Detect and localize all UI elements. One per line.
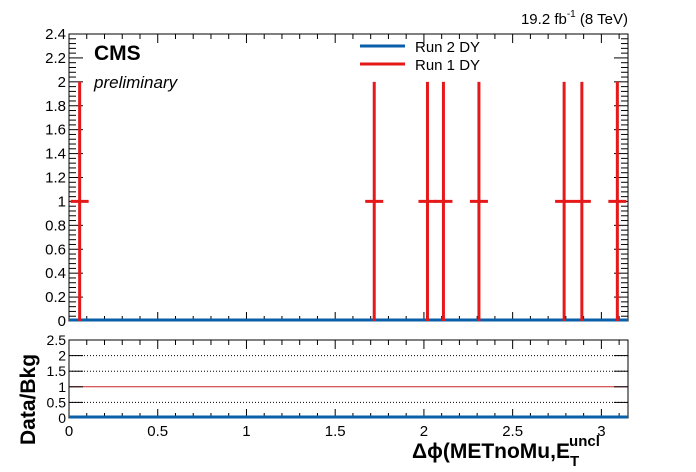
main-y-tick-label: 1.2 xyxy=(45,170,66,187)
ratio-y-tick-label: 2 xyxy=(58,348,66,364)
ratio-gridlines xyxy=(69,339,628,403)
cms-label: CMS xyxy=(94,42,141,65)
main-y-tick-label: 0 xyxy=(58,313,66,330)
main-y-tick-label: 1.4 xyxy=(45,146,66,163)
main-y-tick-label: 0.8 xyxy=(45,217,66,234)
x-tick-label: 0.5 xyxy=(147,423,168,440)
x-tick-label: 2 xyxy=(420,423,428,440)
main-y-tick-label: 0.4 xyxy=(45,265,66,282)
main-y-tick-label: 2 xyxy=(58,74,66,91)
x-tick-label: 3 xyxy=(597,423,605,440)
main-y-tick-label: 0.2 xyxy=(45,289,66,306)
ratio-y-tick-label: 2.5 xyxy=(47,332,67,348)
ratio-plot-frame xyxy=(68,339,629,419)
main-plot-data xyxy=(69,81,628,322)
x-tick-label: 2.5 xyxy=(502,423,523,440)
main-y-tick-label: 0.6 xyxy=(45,241,66,258)
x-tick-label: 1 xyxy=(242,423,250,440)
main-y-tick-label: 2.4 xyxy=(45,26,66,43)
luminosity-label: 19.2 fb-1 (8 TeV) xyxy=(521,9,628,28)
x-tick-label: 0 xyxy=(65,423,73,440)
ratio-y-axis-title: Data/Bkg xyxy=(17,354,40,445)
main-y-tick-label: 1.6 xyxy=(45,122,66,139)
x-axis-title: Δϕ(METnoMu,ETuncl xyxy=(412,433,600,470)
ratio-y-tick-label: 1.5 xyxy=(47,363,67,379)
main-y-tick-label: 1 xyxy=(58,193,66,210)
main-y-tick-label: 1.8 xyxy=(45,98,66,115)
legend-run2-label: Run 2 DY xyxy=(415,39,480,56)
legend-run1-label: Run 1 DY xyxy=(415,57,480,74)
ratio-axis-ticks: 00.511.522.50 0.5 1 1.5 2 2.5 3 xyxy=(47,332,628,440)
ratio-y-tick-label: 1 xyxy=(58,379,66,395)
preliminary-label: preliminary xyxy=(93,73,179,92)
x-tick-label: 1.5 xyxy=(325,423,346,440)
legend: Run 2 DY Run 1 DY xyxy=(360,39,480,74)
main-y-tick-label: 2.2 xyxy=(45,50,66,67)
ratio-y-tick-label: 0 xyxy=(58,410,66,426)
ratio-y-tick-label: 0.5 xyxy=(47,394,67,410)
main-axis-ticks: 0 0.2 0.4 0.6 0.8 1 1.2 1.4 1.6 1.8 2 2.2 2.4 xyxy=(45,26,628,330)
